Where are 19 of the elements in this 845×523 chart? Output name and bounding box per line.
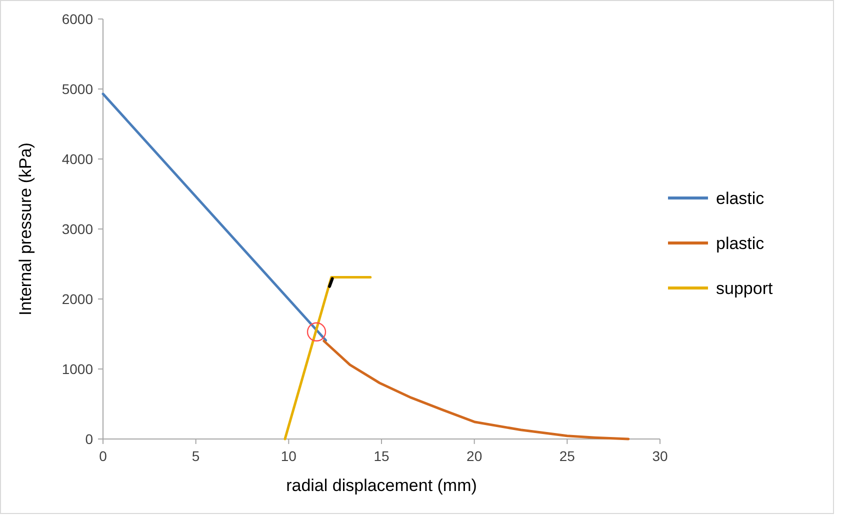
legend-label: elastic bbox=[716, 189, 765, 208]
x-tick-label: 30 bbox=[652, 448, 668, 464]
y-tick-label: 3000 bbox=[62, 221, 94, 237]
x-tick-label: 0 bbox=[99, 448, 108, 464]
y-tick-label: 2000 bbox=[62, 291, 94, 307]
y-tick-label: 4000 bbox=[62, 151, 94, 167]
x-axis-title: radial displacement (mm) bbox=[286, 476, 477, 495]
x-tick-label: 20 bbox=[466, 448, 482, 464]
y-tick-label: 5000 bbox=[62, 81, 94, 97]
y-axis-title: Internal pressure (kPa) bbox=[16, 142, 35, 316]
y-tick-label: 1000 bbox=[62, 361, 94, 377]
x-tick-label: 25 bbox=[559, 448, 576, 464]
legend-label: support bbox=[716, 279, 773, 298]
x-tick-label: 10 bbox=[280, 448, 297, 464]
x-tick-label: 5 bbox=[192, 448, 200, 464]
legend-label: plastic bbox=[716, 234, 765, 253]
y-tick-label: 6000 bbox=[62, 11, 94, 27]
x-tick-label: 15 bbox=[374, 448, 390, 464]
y-tick-label: 0 bbox=[85, 431, 94, 447]
